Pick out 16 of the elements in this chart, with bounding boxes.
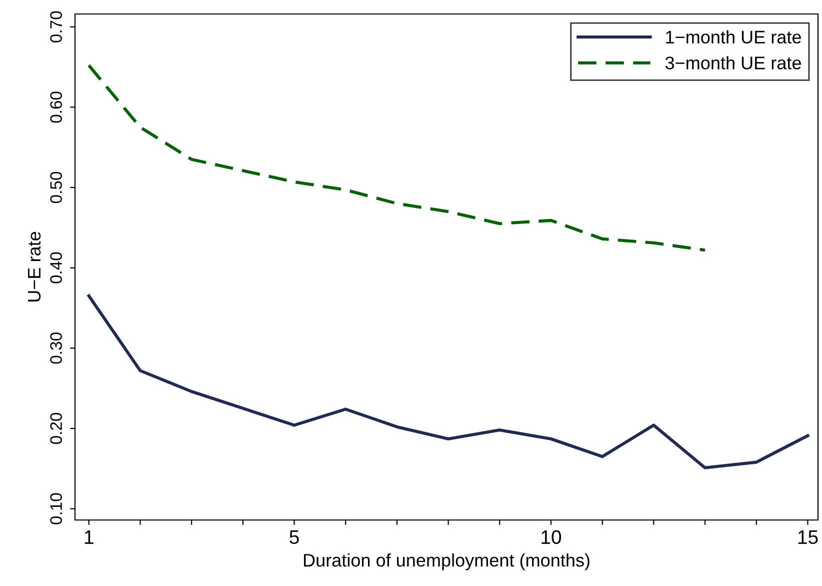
y-tick-label: 0.20 [50, 412, 62, 444]
line-series [87, 294, 810, 470]
x-axis-title: Duration of unemployment (months) [304, 553, 590, 570]
x-tick-label: 15 [798, 530, 818, 544]
x-tick-label: 1 [84, 530, 94, 544]
y-tick-label: 0.10 [50, 493, 62, 524]
legend-label: 1−month UE rate [666, 30, 801, 44]
y-axis-title: U−E rate [28, 232, 41, 302]
y-tick-label: 0.30 [50, 332, 62, 364]
legend-label: 3−month UE rate [665, 56, 801, 70]
y-tick-label: 0.40 [50, 252, 62, 284]
y-tick-label: 0.70 [50, 11, 62, 42]
x-tick-label: 5 [290, 530, 299, 544]
x-tick-label: 10 [542, 530, 562, 544]
y-tick-label: 0.50 [50, 172, 62, 204]
y-tick-label: 0.60 [50, 92, 62, 123]
